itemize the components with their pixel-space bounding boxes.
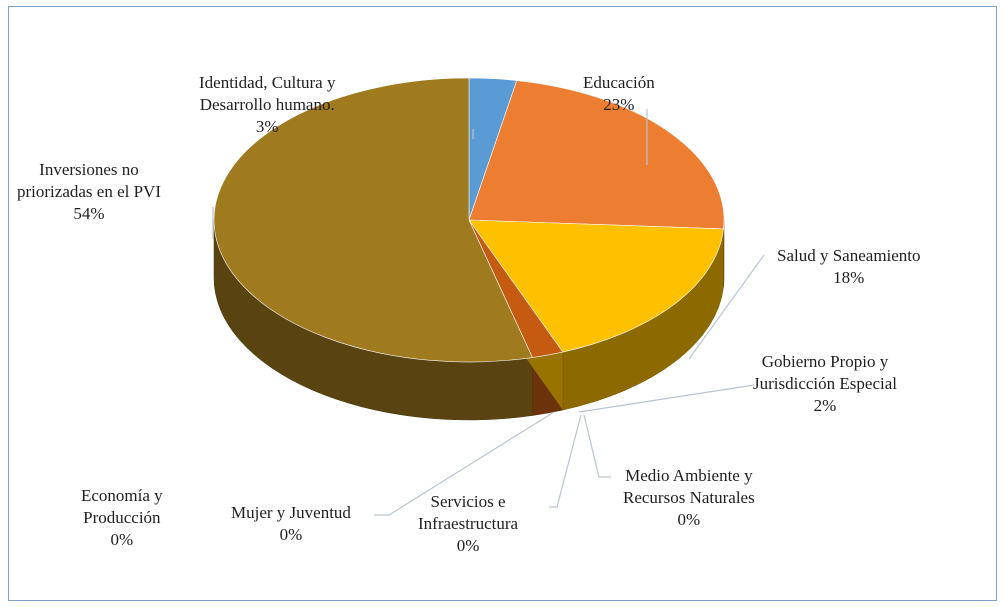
label-identidad-name: Identidad, Cultura y [199,73,336,92]
label-identidad-pct: 3% [255,117,279,136]
leader-line-6 [374,411,555,516]
label-inversiones-pct: 54% [73,204,105,223]
label-inversiones-name2: priorizadas en el PVI [17,182,161,201]
label-mujer-name: Mujer y Juventud [231,503,351,522]
label-educacion-pct: 23% [603,95,635,114]
label-salud-pct: 18% [833,268,865,287]
label-identidad: Identidad, Cultura y Desarrollo humano. … [199,72,335,138]
label-gobierno-name2: Jurisdicción Especial [753,374,897,393]
pie-chart [212,77,765,516]
label-medio-ambiente-name2: Recursos Naturales [623,488,755,507]
pie-slice-1 [468,80,725,230]
label-educacion-name: Educación [583,73,655,92]
label-servicios-name: Servicios e [430,492,506,511]
label-inversiones-name: Inversiones no [39,160,139,179]
leader-line-5 [549,414,582,508]
label-educacion: Educación 23% [583,72,655,116]
chart-frame: Identidad, Cultura y Desarrollo humano. … [8,6,997,601]
label-salud: Salud y Saneamiento 18% [777,245,921,289]
label-economia-name2: Producción [83,508,161,527]
label-economia-pct: 0% [110,530,134,549]
leader-lines [212,109,765,516]
label-servicios: Servicios e Infraestructura 0% [418,491,518,557]
label-medio-ambiente: Medio Ambiente y Recursos Naturales 0% [623,465,755,531]
label-gobierno: Gobierno Propio y Jurisdicción Especial … [753,351,897,417]
label-mujer: Mujer y Juventud 0% [231,502,351,546]
pie-slice-8 [213,77,533,363]
label-medio-ambiente-pct: 0% [677,510,701,529]
label-identidad-name2: Desarrollo humano. [199,95,335,114]
leader-line-4 [583,414,611,478]
label-economia: Economía y Producción 0% [81,485,163,551]
label-economia-name: Economía y [81,486,163,505]
leader-line-2 [688,254,765,360]
label-medio-ambiente-name: Medio Ambiente y [625,466,753,485]
label-servicios-pct: 0% [456,536,480,555]
leader-line-3 [578,384,755,413]
pie-tops [213,77,725,363]
label-salud-name: Salud y Saneamiento [777,246,921,265]
label-servicios-name2: Infraestructura [418,514,519,533]
label-mujer-pct: 0% [279,525,303,544]
pie-slice-2 [468,219,724,353]
label-inversiones: Inversiones no priorizadas en el PVI 54% [17,159,161,225]
label-gobierno-name: Gobierno Propio y [761,352,889,371]
label-gobierno-pct: 2% [813,396,837,415]
